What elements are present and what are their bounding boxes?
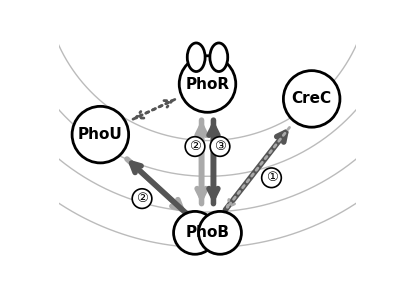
Text: ②: ②	[189, 140, 201, 153]
Text: ①: ①	[266, 171, 277, 184]
Circle shape	[132, 189, 152, 208]
Circle shape	[185, 137, 205, 156]
Ellipse shape	[187, 43, 205, 71]
Circle shape	[198, 211, 242, 254]
Text: PhoR: PhoR	[186, 77, 229, 91]
Ellipse shape	[210, 43, 228, 71]
Text: PhoU: PhoU	[78, 127, 123, 142]
Text: ②: ②	[136, 192, 148, 205]
Circle shape	[262, 168, 281, 187]
Text: PhoB: PhoB	[186, 225, 229, 240]
Circle shape	[283, 71, 340, 127]
Circle shape	[210, 137, 230, 156]
Text: CreC: CreC	[292, 91, 332, 106]
Circle shape	[72, 106, 129, 163]
Circle shape	[173, 211, 217, 254]
Circle shape	[179, 56, 236, 112]
Text: ③: ③	[214, 140, 226, 153]
